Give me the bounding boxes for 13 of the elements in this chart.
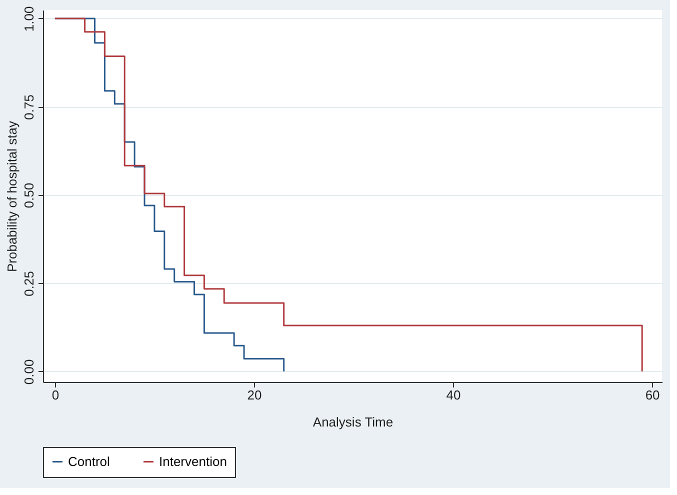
y-tick-label: 0.25: [22, 271, 36, 296]
x-tick-label: 60: [645, 388, 660, 402]
y-axis-title: Probability of hospital stay: [4, 120, 20, 272]
x-axis-title: Analysis Time: [312, 414, 394, 430]
x-tick-label: 0: [52, 388, 60, 402]
legend-label: Control: [68, 454, 110, 469]
y-tick-label: 0.75: [22, 94, 36, 120]
y-tick-label: 0.00: [22, 359, 36, 385]
legend-label: Intervention: [159, 454, 227, 469]
y-tick-label: 1.00: [22, 6, 36, 32]
x-tick-label: 20: [247, 388, 262, 402]
y-tick-label: 0.50: [22, 182, 36, 208]
x-tick-label: 40: [446, 388, 461, 402]
